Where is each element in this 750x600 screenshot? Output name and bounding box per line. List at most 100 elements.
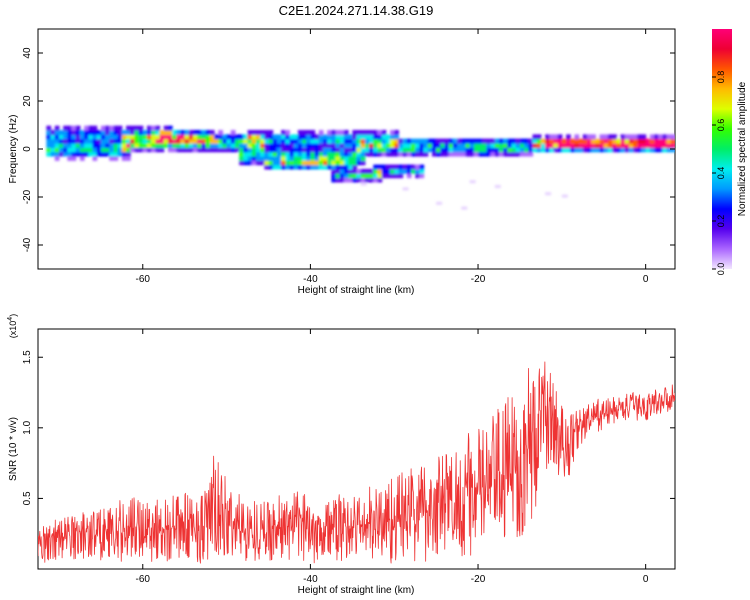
heatmap-cell: [151, 143, 156, 148]
heatmap-cell: [121, 155, 127, 161]
heatmap-cell: [176, 147, 182, 153]
heatmap-cell: [373, 147, 379, 153]
heatmap-cell: [394, 130, 400, 135]
heatmap-cell: [117, 125, 123, 131]
heatmap-cell: [478, 143, 483, 148]
heatmap-cell: [343, 164, 349, 170]
heatmap-cell: [130, 147, 135, 153]
heatmap-cell: [92, 147, 98, 153]
heatmap-cell: [121, 134, 127, 140]
heatmap-cell: [633, 143, 638, 148]
heatmap-cell: [620, 143, 626, 148]
heatmap-cell: [452, 138, 458, 144]
colorbar-tick-label: 0.4: [716, 167, 726, 180]
heatmap-cell: [528, 151, 534, 157]
heatmap-cell: [377, 173, 383, 179]
heatmap-cell: [343, 173, 349, 179]
heatmap-cell: [88, 138, 94, 144]
heatmap-cell: [197, 143, 203, 148]
heatmap-cell: [239, 151, 244, 157]
heatmap-cell: [130, 125, 135, 131]
heatmap-cell: [218, 138, 223, 144]
heatmap-cell: [310, 130, 316, 135]
heatmap-cell: [251, 134, 257, 140]
heatmap-cell: [348, 168, 353, 174]
heatmap-cell: [469, 147, 475, 153]
heatmap-cell: [84, 147, 89, 153]
heatmap-cell: [348, 134, 353, 140]
heatmap-cell: [134, 130, 140, 135]
heatmap-cell: [649, 138, 655, 144]
heatmap-cell: [209, 143, 215, 148]
heatmap-cell: [205, 143, 211, 148]
heatmap-cell: [339, 168, 345, 174]
heatmap-cell: [302, 155, 307, 161]
heatmap-cell: [146, 134, 152, 140]
heatmap-cell: [322, 151, 328, 157]
heatmap-cell: [293, 160, 299, 166]
heatmap-cell: [193, 130, 198, 135]
heatmap-cell: [352, 151, 358, 157]
heatmap-cell: [607, 143, 613, 148]
heatmap-cell: [247, 130, 253, 135]
heatmap-cell: [71, 130, 77, 135]
heatmap-cell: [331, 173, 337, 179]
heatmap-cell: [381, 143, 387, 148]
heatmap-cell: [381, 173, 387, 179]
heatmap-cell: [306, 138, 312, 144]
heatmap-cell: [167, 130, 173, 135]
heatmap-cell: [360, 155, 366, 161]
heatmap-cell: [281, 151, 286, 157]
heatmap-cell: [306, 151, 312, 157]
heatmap-cell: [109, 155, 115, 161]
heatmap-cell: [645, 143, 651, 148]
heatmap-x-tick-label: -60: [136, 274, 151, 285]
heatmap-cell: [96, 130, 102, 135]
heatmap-cell: [255, 138, 261, 144]
heatmap-cell: [658, 147, 664, 153]
heatmap-cell: [167, 147, 173, 153]
heatmap-cell: [285, 147, 291, 153]
heatmap-cell: [50, 143, 56, 148]
heatmap-cell: [549, 138, 555, 144]
heatmap-cell: [356, 173, 362, 179]
heatmap-cell: [595, 138, 601, 144]
heatmap-cell: [503, 138, 508, 144]
heatmap-cell: [268, 130, 274, 135]
heatmap-cell: [360, 173, 366, 179]
heatmap-cell: [327, 143, 332, 148]
heatmap-cell: [318, 151, 324, 157]
heatmap-cell: [364, 143, 370, 148]
heatmap-cell: [490, 147, 496, 153]
heatmap-cell: [406, 173, 412, 179]
heatmap-cell: [306, 143, 312, 148]
heatmap-cell: [339, 177, 345, 183]
heatmap-cell: [339, 143, 345, 148]
heatmap-cell: [247, 151, 253, 157]
heatmap-cell: [574, 134, 580, 140]
heatmap-cell: [402, 151, 408, 157]
heatmap-cell: [377, 130, 383, 135]
heatmap-cell: [377, 168, 383, 174]
heatmap-x-ticks: -60 -40 -20 0: [136, 29, 649, 285]
heatmap-cell: [343, 151, 349, 157]
heatmap-cell: [381, 130, 387, 135]
heatmap-cell: [356, 155, 362, 161]
heatmap-cell: [561, 147, 567, 153]
heatmap-cell: [515, 138, 521, 144]
heatmap-cell: [264, 160, 270, 166]
heatmap-cell: [369, 151, 374, 157]
heatmap-y-tick-label: 40: [22, 47, 33, 59]
heatmap-cell: [201, 130, 207, 135]
heatmap-cell: [243, 143, 249, 148]
heatmap-cell: [63, 138, 68, 144]
heatmap-cell: [322, 147, 328, 153]
heatmap-cell: [364, 138, 370, 144]
heatmap-cell: [117, 138, 123, 144]
heatmap-cell: [473, 151, 479, 157]
heatmap-cell: [343, 177, 349, 183]
heatmap-cell: [465, 147, 471, 153]
heatmap-cell: [306, 130, 312, 135]
heatmap-cell: [390, 168, 395, 174]
heatmap-cell: [452, 151, 458, 157]
